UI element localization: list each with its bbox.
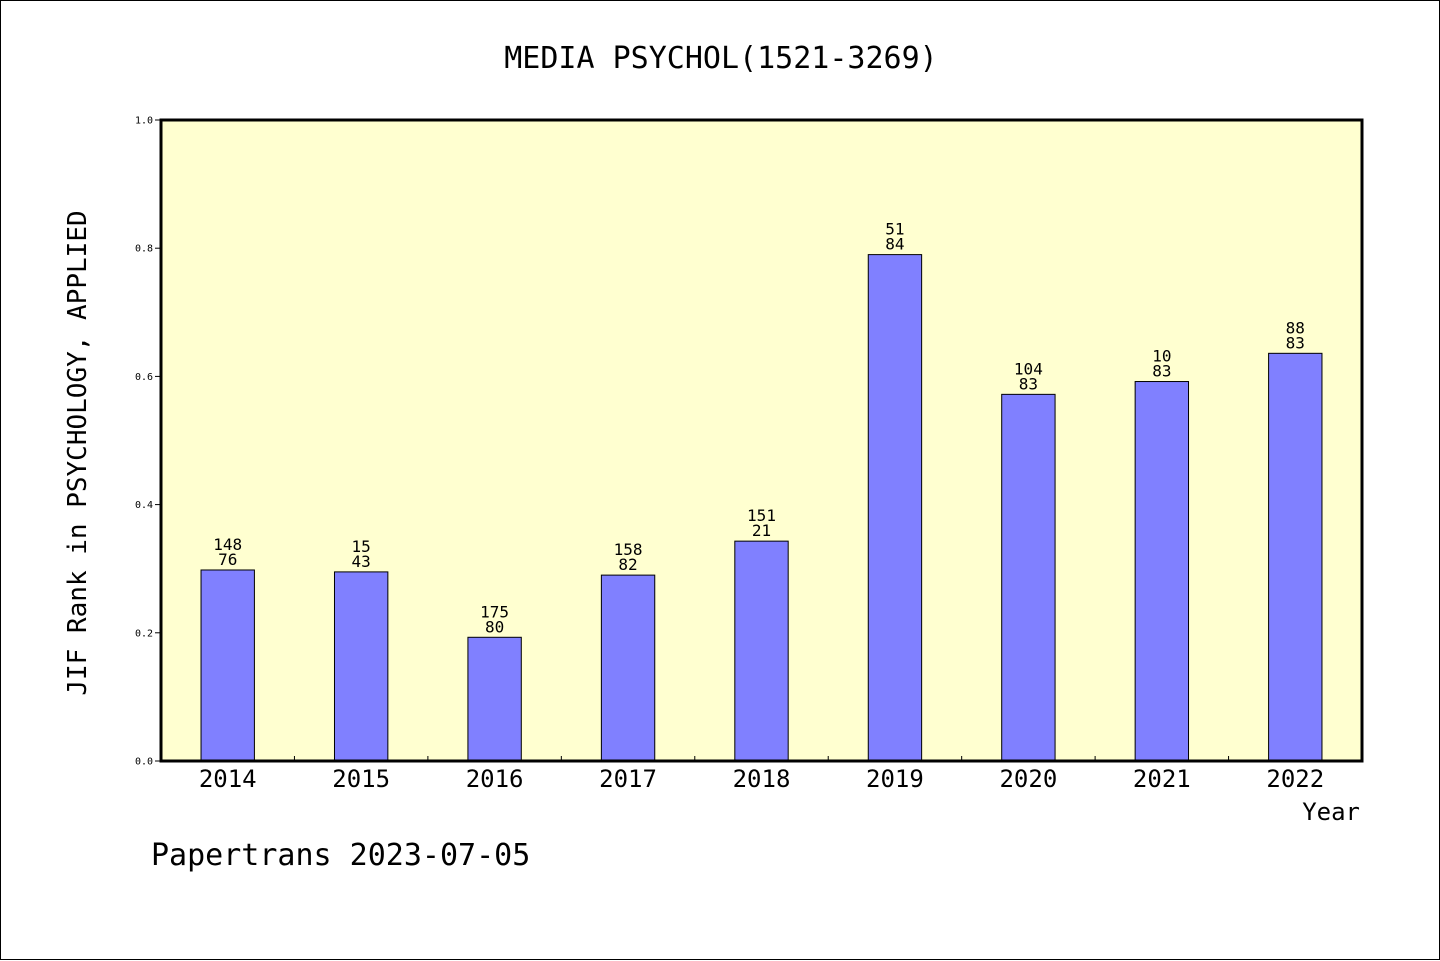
bar-label-total-2017: 82 [618,555,637,574]
bar-2019 [867,254,923,762]
bar-label-rank-2014: 148 [213,535,242,554]
bar-label-rank-2018: 151 [747,506,776,525]
y-tick-label-0.0: 0.0 [135,757,153,768]
x-tick-label-2021: 2021 [1133,765,1191,793]
y-axis-label: JIF Rank in PSYCHOLOGY, APPLIED [63,210,93,695]
bar-label-total-2020: 83 [1019,374,1038,393]
x-tick-label-2016: 2016 [466,765,524,793]
bar-2016 [467,636,522,762]
bar-2018 [734,540,789,762]
bar-label-total-2018: 21 [752,521,771,540]
bar-label-rank-2020: 104 [1014,359,1043,378]
bar-2021 [1134,381,1190,762]
bars-layer [200,254,1323,762]
bar-2017 [600,574,656,762]
x-axis-ticks: 2014 2015 2016 2017 2018 2019 2020 2021 2022 [199,756,1324,793]
x-axis-label: Year [1302,798,1360,826]
bar-2015 [333,571,389,762]
x-tick-label-2022: 2022 [1266,765,1324,793]
bar-labels-layer: 1487615431758015882151215184104831083888… [213,220,1305,637]
bar-label-rank-2015: 15 [352,537,371,556]
bar-2014 [200,569,255,762]
x-tick-label-2018: 2018 [733,765,791,793]
chart-title: MEDIA PSYCHOL(1521-3269) [504,41,937,76]
y-tick-label-0.8: 0.8 [135,244,153,255]
bar-label-rank-2017: 158 [614,540,643,559]
bar-label-total-2016: 80 [485,617,504,636]
plot-border [159,118,1364,763]
bar-label-rank-2021: 10 [1152,347,1171,366]
x-tick-label-2015: 2015 [332,765,390,793]
y-tick-label-0.6: 0.6 [135,372,153,383]
y-tick-label-0.4: 0.4 [135,500,153,511]
y-tick-label-0.2: 0.2 [135,628,153,639]
bar-label-rank-2016: 175 [480,602,509,621]
y-axis-ticks: 0.0 0.2 0.4 0.6 0.8 1.0 [135,116,161,768]
bar-2022 [1268,352,1323,762]
x-tick-label-2020: 2020 [999,765,1057,793]
bar-label-rank-2022: 88 [1286,318,1305,337]
bar-label-rank-2019: 51 [885,220,904,239]
bar-label-total-2014: 76 [218,550,237,569]
bar-label-total-2021: 83 [1152,362,1171,381]
y-tick-label-1.0: 1.0 [135,116,153,127]
x-tick-label-2014: 2014 [199,765,257,793]
bar-2020 [1001,393,1056,762]
x-tick-label-2019: 2019 [866,765,924,793]
bar-label-total-2019: 84 [885,235,904,254]
bar-label-total-2022: 83 [1286,333,1305,352]
footer-credit: Papertrans 2023-07-05 [151,838,530,873]
bar-label-total-2015: 43 [352,552,371,571]
x-tick-label-2017: 2017 [599,765,657,793]
